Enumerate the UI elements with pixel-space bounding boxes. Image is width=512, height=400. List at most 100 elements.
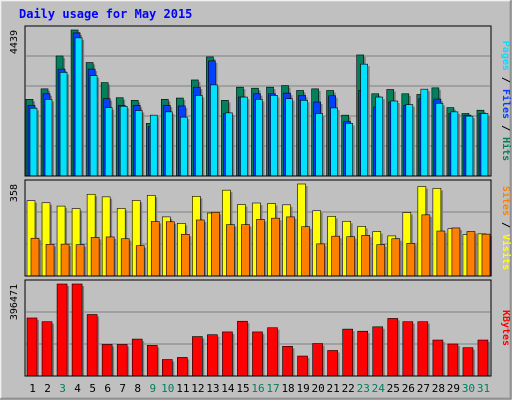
sites-bar: [331, 235, 342, 277]
kbytes-bar: [26, 317, 39, 377]
pages-bar: [240, 96, 250, 177]
kbytes-bar: [477, 339, 490, 377]
legend-sep: /: [500, 216, 511, 234]
pages-bar: [255, 99, 265, 177]
sites-bar-fill: [391, 238, 401, 277]
kbytes-bar-fill: [357, 330, 369, 377]
sites-bar-fill: [421, 214, 431, 277]
sites-bar: [271, 217, 282, 277]
pages-bar-fill: [210, 84, 218, 177]
sites-bar: [75, 244, 87, 277]
hits-legend-label: Pages / Files / Hits: [500, 41, 512, 161]
pages-bar-fill: [300, 100, 308, 177]
pages-bar-fill: [44, 99, 53, 177]
day-tick-label: 7: [119, 382, 126, 395]
pages-bar-fill: [74, 37, 83, 177]
pages-bar-fill: [225, 112, 233, 177]
kbytes-bar: [267, 327, 280, 377]
kbytes-bar-fill: [252, 331, 263, 377]
sites-bar: [481, 233, 492, 277]
sites-bar: [391, 238, 402, 277]
sites-bar: [226, 224, 237, 277]
day-tick-label: 27: [417, 382, 430, 395]
day-tick-label: 2: [44, 382, 51, 395]
kbytes-bar-fill: [402, 321, 414, 377]
day-tick-label: 4: [74, 382, 81, 395]
visits-max-label: 358: [9, 184, 20, 202]
kbytes-bar-fill: [432, 339, 444, 377]
legend-sep: /: [500, 119, 511, 137]
pages-bar: [210, 84, 220, 177]
kbytes-legend-label: KBytes: [500, 310, 511, 346]
kbytes-bar: [207, 334, 220, 377]
day-tick-label: 16: [251, 382, 264, 395]
pages-bar-fill: [420, 88, 429, 177]
day-tick-label: 28: [432, 382, 445, 395]
pages-bar-fill: [315, 113, 323, 177]
sites-bar: [120, 238, 132, 277]
pages-bar-fill: [285, 98, 293, 177]
pages-bar-fill: [465, 115, 474, 177]
kbytes-bar: [86, 314, 100, 377]
pages-bar: [360, 63, 370, 177]
sites-bar: [30, 237, 41, 277]
pages-bar-fill: [270, 95, 278, 177]
sites-bar-fill: [90, 237, 100, 277]
pages-bar-fill: [330, 107, 338, 177]
day-tick-label: 9: [149, 382, 156, 395]
pages-bar: [29, 107, 39, 177]
sites-bar-fill: [45, 244, 55, 277]
pages-bar: [480, 113, 490, 177]
day-tick-label: 22: [342, 382, 355, 395]
kbytes-bar: [357, 330, 370, 377]
kbytes-bar: [101, 344, 115, 377]
sites-bar-fill: [301, 226, 310, 277]
sites-bar: [241, 224, 252, 277]
day-tick-label: 26: [402, 382, 415, 395]
pages-bar-fill: [195, 95, 203, 177]
kbytes-panel-frame: [24, 279, 492, 377]
sites-bar: [196, 219, 207, 277]
pages-bar-fill: [345, 123, 353, 177]
hits-max-label: 4439: [9, 30, 20, 54]
pages-bar: [435, 103, 445, 177]
kbytes-bar: [161, 359, 175, 377]
kbytes-bar: [237, 320, 250, 377]
day-tick-label: 30: [462, 382, 475, 395]
kbytes-bar: [56, 283, 70, 377]
pages-bar: [315, 113, 325, 177]
kbytes-bar: [387, 318, 400, 377]
sites-bar-fill: [105, 236, 115, 277]
kbytes-bar: [71, 283, 85, 377]
kbytes-bar: [327, 350, 340, 377]
sites-bar: [60, 243, 72, 277]
sites-bar-fill: [466, 231, 476, 277]
day-tick-label: 5: [89, 382, 96, 395]
sites-bar-fill: [75, 244, 85, 277]
sites-bar-fill: [226, 224, 235, 277]
kbytes-bar-fill: [447, 343, 459, 377]
day-tick-label: 12: [191, 382, 204, 395]
sites-bar: [376, 244, 387, 277]
sites-bar-fill: [241, 224, 250, 277]
pages-bar: [180, 116, 190, 177]
day-tick-label: 6: [104, 382, 111, 395]
kbytes-bar-fill: [417, 321, 429, 377]
kbytes-bar-fill: [192, 336, 203, 377]
kbytes-bar: [222, 331, 235, 377]
sites-bar: [301, 226, 312, 277]
kbytes-bar-fill: [477, 339, 489, 377]
kbytes-bar: [131, 338, 145, 377]
day-tick-label: 11: [176, 382, 189, 395]
day-tick-label: 20: [312, 382, 325, 395]
kbytes-bar: [372, 326, 385, 377]
kbytes-bar-fill: [297, 355, 308, 377]
kbytes-legend: KBytes: [500, 310, 511, 346]
sites-bar-fill: [451, 227, 461, 277]
kbytes-bar-fill: [161, 359, 173, 377]
sites-bar: [316, 243, 327, 277]
pages-bar-fill: [450, 111, 459, 177]
kbytes-bar: [41, 321, 55, 377]
